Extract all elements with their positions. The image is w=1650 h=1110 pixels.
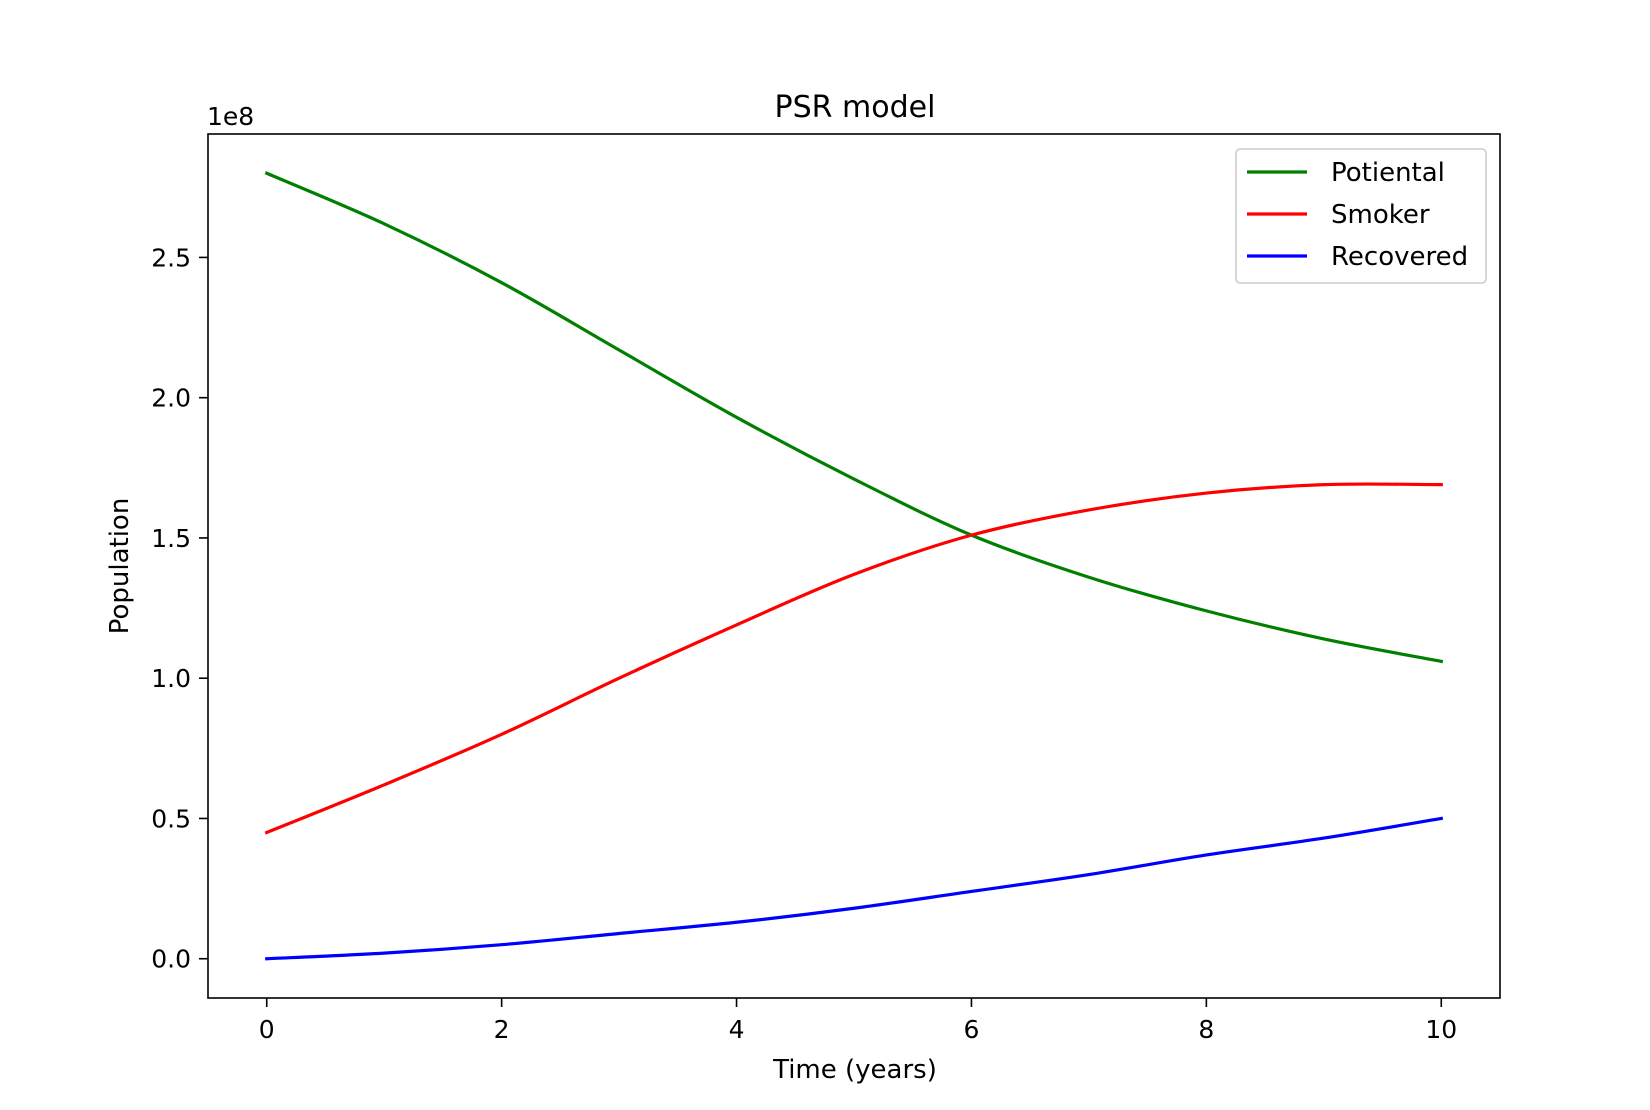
plot-frame [207,133,1501,999]
y-tick-label: 0.5 [151,804,191,833]
y-tick-label: 2.5 [151,243,191,272]
y-axis-ticks: 0.0 0.5 1.0 1.5 2.0 2.5 [151,243,208,974]
series-lines [264,171,1444,961]
legend-label-smoker: Smoker [1331,200,1430,230]
x-tick-label: 0 [259,1015,275,1044]
y-axis-label: Population [105,498,135,635]
x-tick-label: 2 [494,1015,510,1044]
x-axis-label: Time (years) [772,1055,937,1085]
x-axis-ticks: 0 2 4 6 8 10 [259,998,1457,1044]
legend-box [1235,148,1487,284]
y-tick-label: 0.0 [151,945,191,974]
x-tick-label: 10 [1425,1015,1457,1044]
y-tick-label: 1.0 [151,664,191,693]
series-line-smoker [264,482,1443,835]
series-line-potiental [264,171,1444,664]
x-tick-label: 6 [964,1015,980,1044]
legend-label-recovered: Recovered [1331,242,1468,272]
x-tick-label: 8 [1198,1015,1214,1044]
y-tick-label: 2.0 [151,384,191,413]
y-offset-label: 1e8 [207,102,254,131]
chart-title: PSR model [775,90,936,125]
x-tick-label: 4 [729,1015,745,1044]
legend: Potiental Smoker Recovered [1235,148,1487,284]
legend-label-potiental: Potiental [1331,158,1445,188]
series-line-recovered [265,816,1444,961]
y-tick-label: 1.5 [151,524,191,553]
